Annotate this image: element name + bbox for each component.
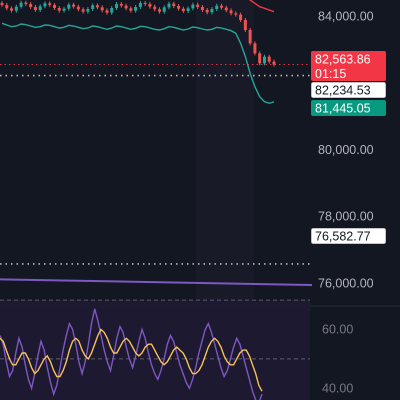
lower-band-line <box>1 22 275 105</box>
candle-body <box>119 4 123 6</box>
y-tick-label: 78,000.00 <box>318 210 374 224</box>
candle-body <box>33 7 37 10</box>
candle-body <box>172 3 176 6</box>
candle-body <box>167 3 171 8</box>
price-axis: 84,000.00 80,000.00 78,000.00 76,000.00 <box>318 10 374 291</box>
candle-body <box>267 56 271 62</box>
candle-body <box>124 5 128 9</box>
candle-body <box>186 8 190 11</box>
candle-body <box>14 6 18 11</box>
price-tag-countdown: 01:15 <box>315 67 346 81</box>
candle-body <box>220 5 224 8</box>
candle-body <box>200 7 204 10</box>
purple-trend-line <box>0 278 313 286</box>
price-tag-white <box>310 81 387 99</box>
price-tag-red <box>311 51 386 81</box>
oscillator-y-tick-label: 60.00 <box>322 323 353 337</box>
y-tick-label: 84,000.00 <box>318 10 374 24</box>
candle-body <box>262 56 266 64</box>
candle-body <box>153 6 157 10</box>
candle-body <box>67 4 71 9</box>
candle-body <box>24 2 28 4</box>
rsi-ma-line <box>0 328 263 392</box>
candle-body <box>0 3 4 5</box>
oscillator-y-tick-label: 40.00 <box>322 381 353 395</box>
candle-body <box>234 13 238 15</box>
candle-body <box>10 8 14 11</box>
candle-body <box>224 7 228 11</box>
candle-body <box>143 3 147 4</box>
candle-body <box>52 5 56 8</box>
candle-body <box>62 8 66 11</box>
candle-body <box>81 9 85 12</box>
candle-body <box>134 7 138 11</box>
price-pane[interactable] <box>0 0 313 300</box>
candle-body <box>205 10 209 13</box>
candle-body <box>162 7 166 12</box>
candle-body <box>110 8 114 13</box>
candle-body <box>157 9 161 12</box>
candle-body <box>48 3 52 5</box>
rsi-line <box>0 308 263 400</box>
candle-body <box>100 7 104 11</box>
oscillator-pane[interactable] <box>0 299 400 400</box>
candle-body <box>29 4 33 7</box>
candle-body <box>148 4 152 7</box>
candle-body <box>115 4 119 8</box>
candle-body <box>91 5 95 9</box>
candle-body <box>229 10 233 14</box>
oscillator-axis: 60.00 40.00 <box>322 323 353 396</box>
candle-body <box>86 9 90 12</box>
candle-body <box>129 8 133 11</box>
candle-body <box>253 43 257 54</box>
price-tag-green <box>311 100 386 116</box>
candle-body <box>243 20 247 30</box>
candle-body <box>72 4 76 7</box>
candle-body <box>43 3 47 7</box>
candle-body <box>76 6 80 10</box>
candle-body <box>57 8 61 11</box>
price-tag-label: 76,582.77 <box>315 230 371 244</box>
candle-body <box>248 30 252 44</box>
candle-body <box>210 9 214 13</box>
session-band <box>196 0 254 300</box>
candle-body <box>215 5 219 9</box>
y-tick-label: 76,000.00 <box>318 276 374 290</box>
price-tag-white <box>310 227 387 245</box>
price-tag-label: 82,563.86 <box>315 53 371 67</box>
y-tick-label: 80,000.00 <box>318 143 374 157</box>
price-tag-label: 81,445.05 <box>315 102 371 116</box>
candle-body <box>105 10 109 13</box>
candle-body <box>196 4 200 7</box>
candle-body <box>5 5 9 9</box>
price-tag-label: 82,234.53 <box>315 84 371 98</box>
candle-body <box>191 4 195 9</box>
candle-body <box>272 61 276 65</box>
candle-body <box>38 6 42 10</box>
candle-body <box>19 2 23 7</box>
candle-body <box>181 8 185 11</box>
candle-body <box>258 53 262 64</box>
candle-body <box>177 6 181 9</box>
candle-body <box>95 5 99 8</box>
candle-body <box>138 3 142 7</box>
candle-body <box>239 14 243 20</box>
